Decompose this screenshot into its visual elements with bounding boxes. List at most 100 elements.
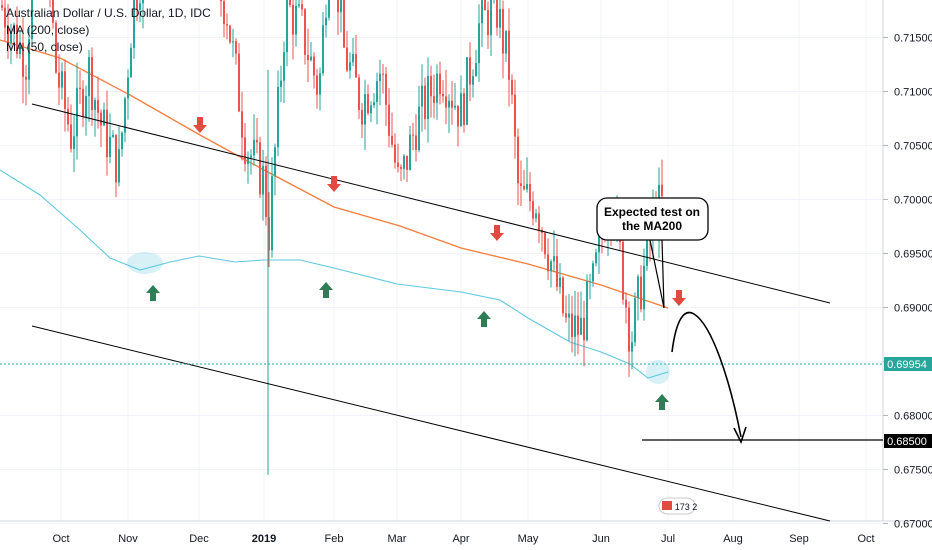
candle-body (487, 10, 489, 36)
candle-body (130, 47, 132, 78)
candle-body (70, 124, 72, 149)
callout-line-1: Expected test on (604, 205, 700, 219)
price-badges: 0.69954 0.68500 (884, 357, 932, 448)
candle-body (13, 24, 15, 32)
candle-body (526, 183, 528, 190)
candle-body (247, 157, 249, 164)
x-tick-label: Oct (52, 533, 69, 545)
candle-body (640, 276, 642, 310)
horizontal-lines (0, 363, 883, 441)
candle-body (268, 216, 270, 251)
candle-body (361, 110, 363, 125)
candle-body (646, 232, 648, 266)
target-price-label: 0.68500 (887, 436, 927, 448)
callout: Expected test on the MA200 (596, 197, 709, 309)
event-badge-text: 173 2 (675, 502, 698, 512)
candle-body (265, 165, 267, 217)
candle-body (448, 100, 450, 108)
candle-body (337, 0, 339, 13)
candle-body (484, 0, 486, 11)
y-tick-label: 0.68000 (894, 411, 932, 423)
candle-body (253, 139, 255, 156)
candle-body (559, 277, 561, 288)
channel-lower-line (31, 325, 831, 522)
candle-body (127, 77, 129, 99)
candle-body (532, 201, 534, 219)
candle-body (568, 313, 570, 318)
x-tick-label: Sep (789, 533, 809, 545)
x-tick-label: Aug (723, 533, 743, 545)
candle-body (520, 183, 522, 186)
ma50-label: MA (50, close) (6, 40, 83, 54)
candle-body (562, 277, 564, 314)
highlight-blob (127, 252, 163, 274)
candle-body (499, 8, 501, 28)
down-arrow-icon (672, 290, 686, 306)
candle-body (262, 165, 264, 195)
candle-body (364, 94, 366, 125)
candle-body (76, 87, 78, 137)
ma200-line (0, 39, 669, 309)
chart-legend: Australian Dollar / U.S. Dollar, 1D, IDC… (6, 5, 211, 56)
x-tick-label: Apr (452, 533, 469, 545)
current-price-badge (884, 357, 932, 371)
candle-body (31, 0, 33, 40)
candle-body (325, 17, 327, 26)
candle-body (106, 109, 108, 157)
candle-body (529, 183, 531, 202)
candle-body (28, 39, 30, 80)
candle-body (292, 4, 294, 35)
x-tick-label: Mar (388, 533, 407, 545)
up-arrow-icon (477, 311, 491, 327)
candle-body (220, 0, 222, 2)
channel-lines (31, 103, 831, 522)
event-badge[interactable]: 173 2 (658, 497, 698, 515)
candle-body (430, 76, 432, 97)
candle-body (286, 0, 288, 53)
candle-body (94, 100, 96, 111)
y-tick-label: 0.69500 (894, 249, 932, 261)
callout-box (596, 197, 709, 241)
candle-body (10, 31, 12, 43)
candle-body (628, 307, 630, 352)
projection-curve (671, 311, 742, 438)
x-tick-label: Jul (661, 533, 675, 545)
candle-body (22, 42, 24, 77)
candle-body (349, 62, 351, 71)
candle-body (412, 134, 414, 136)
candle-body (289, 0, 291, 5)
candle-body (502, 8, 504, 54)
candle-body (85, 96, 87, 118)
candle-body (406, 155, 408, 170)
candle-body (433, 96, 435, 103)
candle-body (637, 276, 639, 299)
x-tick-label: Nov (118, 533, 138, 545)
callout-pointer-left (649, 239, 665, 309)
candle-body (250, 155, 252, 158)
candle-body (379, 73, 381, 82)
callout-line-2: the MA200 (622, 219, 682, 233)
candle-body (421, 85, 423, 107)
candle-body (409, 134, 411, 170)
callout-pointer-right (661, 239, 665, 309)
candle-body (91, 57, 93, 111)
candle-body (523, 185, 525, 190)
candle-body (466, 57, 468, 125)
candle-body (469, 57, 471, 85)
candle-body (7, 27, 9, 43)
candle-body (418, 106, 420, 150)
candle-body (505, 30, 507, 54)
up-arrow-icon (146, 285, 160, 301)
up-arrow-icon (655, 394, 669, 410)
candle-body (625, 299, 627, 308)
candle-body (271, 176, 273, 251)
candle-body (304, 9, 306, 55)
candle-body (391, 135, 393, 145)
candle-body (295, 5, 297, 35)
candle-body (592, 263, 594, 282)
candle-body (277, 86, 279, 148)
y-tick-label: 0.67500 (894, 465, 932, 477)
candle-body (508, 30, 510, 80)
x-tick-label: Jun (592, 533, 610, 545)
